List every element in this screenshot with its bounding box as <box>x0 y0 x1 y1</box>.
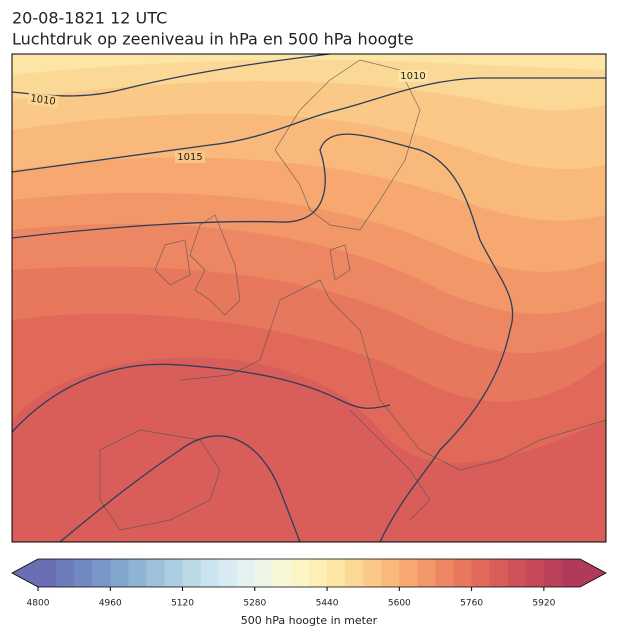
colorbar-band <box>525 559 545 587</box>
isobar-label: 1010 <box>30 93 57 107</box>
coastlines <box>99 59 606 531</box>
colorbar-band <box>399 559 418 587</box>
colorbar-band <box>543 559 563 587</box>
colorbar-tick-label: 5280 <box>243 599 266 609</box>
colorbar-band <box>381 559 400 587</box>
colorbar-band <box>561 559 581 587</box>
colorbar-tick-label: 5600 <box>388 599 411 609</box>
colorbar-tick-label: 4960 <box>99 599 122 609</box>
colorbar-tick-label: 5120 <box>171 599 194 609</box>
colorbar-band <box>110 559 129 587</box>
colorbar-band <box>417 559 436 587</box>
colorbar-band <box>254 559 274 587</box>
colorbar-band <box>200 559 220 587</box>
colorbar-band <box>363 559 382 587</box>
colorbar-frame <box>11 558 607 588</box>
map-frame <box>11 53 607 543</box>
map: 1010 1015 1010 <box>12 54 606 542</box>
colorbar-band <box>236 559 256 587</box>
colorbar-label: 500 hPa hoogte in meter <box>241 614 378 627</box>
colorbar-band <box>146 559 165 587</box>
colorbar-tick-label: 5760 <box>460 599 483 609</box>
isobar-label: 1015 <box>177 152 202 163</box>
colorbar-band <box>128 559 147 587</box>
colorbar-band <box>272 559 292 587</box>
colorbar-band <box>74 559 93 587</box>
colorbar-band <box>435 559 455 587</box>
title: 20-08-1821 12 UTC <box>12 9 167 28</box>
colorbar-extend <box>12 559 38 587</box>
colorbar-tick-label: 4800 <box>27 599 50 609</box>
colorbar-extend <box>580 559 606 587</box>
colorbar-band <box>182 559 202 587</box>
colorbar-band <box>489 559 509 587</box>
colorbar-tick-label: 5920 <box>532 599 555 609</box>
colorbar-band <box>164 559 184 587</box>
subtitle: Luchtdruk op zeeniveau in hPa en 500 hPa… <box>12 30 414 49</box>
colorbar-band <box>471 559 491 587</box>
colorbar-band <box>309 559 328 587</box>
colorbar-band <box>218 559 238 587</box>
colorbar-band <box>290 559 310 587</box>
isobar-label: 1010 <box>400 71 425 82</box>
colorbar-band <box>345 559 364 587</box>
colorbar-band <box>92 559 111 587</box>
colorbar-band <box>507 559 527 587</box>
colorbar-band <box>453 559 473 587</box>
colorbar-band <box>56 559 75 587</box>
colorbar-band <box>38 559 57 587</box>
colorbar: 4800 4960 5120 5280 5440 5600 5760 5920 <box>11 558 607 609</box>
colorbar-tick-label: 5440 <box>316 599 339 609</box>
colorbar-band <box>327 559 346 587</box>
